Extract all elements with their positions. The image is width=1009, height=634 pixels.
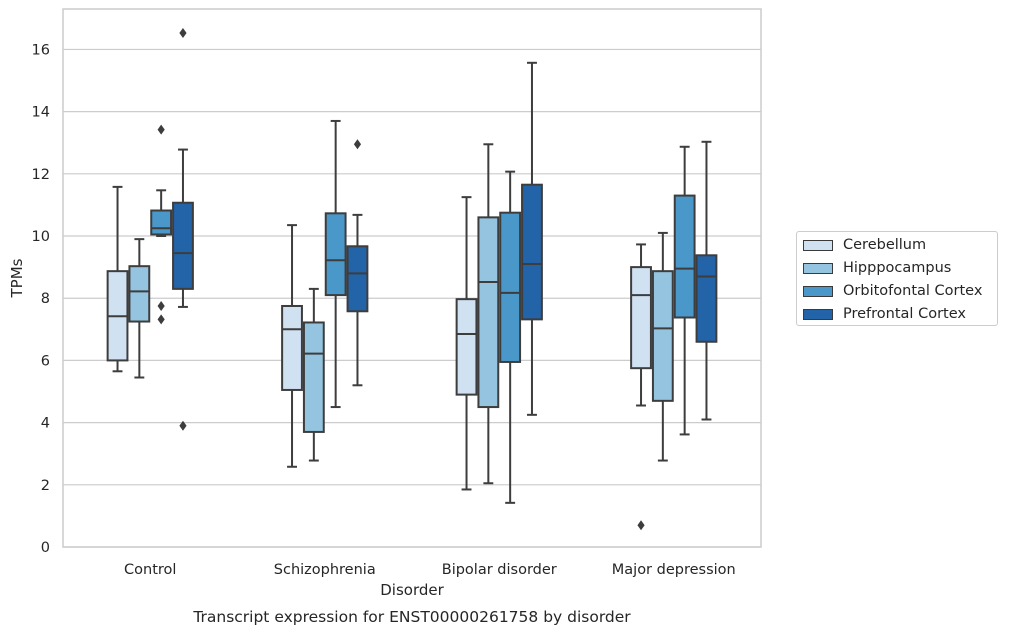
y-axis-ticks: 0 2 4 6 8 10 12 14 16 — [32, 42, 50, 556]
x-tick-label-control: Control — [124, 562, 176, 578]
box-body-orbitofontal-cortex-major-depression — [673, 194, 696, 319]
boxes — [106, 27, 718, 531]
box-body-cerebellum-bipolar-disorder — [455, 298, 478, 396]
box-cerebellum-control — [106, 185, 129, 373]
box-body-prefrontal-cortex-major-depression — [695, 254, 718, 343]
legend-item-prefrontal-cortex: Prefrontal Cortex — [803, 304, 966, 324]
x-tick-label-schizophrenia: Schizophrenia — [274, 562, 376, 578]
legend-label-cerebellum: Cerebellum — [843, 237, 927, 253]
box-orbitofontal-cortex-major-depression — [673, 145, 696, 436]
y-tick-label-16: 16 — [32, 42, 50, 58]
x-axis-ticks: Control Schizophrenia Bipolar disorder Majo… — [124, 562, 736, 578]
box-hipppocampus-control — [128, 238, 151, 379]
y-tick-label-12: 12 — [32, 167, 50, 183]
x-axis-label: Disorder — [380, 581, 444, 599]
legend: Cerebellum Hipppocampus Orbitofontal Cor… — [796, 231, 998, 326]
legend-item-orbitofontal-cortex: Orbitofontal Cortex — [803, 281, 982, 301]
box-orbitofontal-cortex-bipolar-disorder — [499, 170, 522, 504]
legend-label-hipppocampus: Hipppocampus — [843, 260, 952, 276]
outlier-point-prefrontal-cortex-control-1 — [179, 420, 187, 431]
box-body-orbitofontal-cortex-control — [150, 209, 173, 236]
y-tick-label-8: 8 — [41, 291, 50, 307]
box-hipppocampus-schizophrenia — [302, 287, 325, 462]
y-tick-label-2: 2 — [41, 478, 50, 494]
y-tick-label-4: 4 — [41, 416, 50, 432]
box-body-hipppocampus-control — [128, 265, 151, 323]
legend-swatch-prefrontal-cortex — [803, 308, 833, 320]
legend-label-orbitofontal-cortex: Orbitofontal Cortex — [843, 283, 983, 299]
box-hipppocampus-major-depression — [651, 231, 674, 462]
y-tick-label-0: 0 — [41, 540, 50, 556]
legend-swatch-orbitofontal-cortex — [803, 285, 833, 297]
box-body-hipppocampus-bipolar-disorder — [477, 216, 500, 409]
y-axis-label: TPMs — [8, 258, 26, 298]
box-body-hipppocampus-schizophrenia — [302, 321, 325, 433]
box-body-cerebellum-major-depression — [630, 266, 652, 370]
x-tick-label-bipolar-disorder: Bipolar disorder — [442, 562, 557, 578]
box-body-orbitofontal-cortex-bipolar-disorder — [499, 211, 522, 363]
box-orbitofontal-cortex-schizophrenia — [324, 119, 347, 409]
box-body-prefrontal-cortex-control — [172, 201, 194, 290]
box-prefrontal-cortex-major-depression — [695, 140, 718, 421]
box-prefrontal-cortex-schizophrenia — [346, 139, 369, 387]
box-body-hipppocampus-major-depression — [651, 270, 674, 402]
box-body-prefrontal-cortex-bipolar-disorder — [521, 183, 543, 321]
legend-item-hipppocampus: Hipppocampus — [803, 258, 951, 278]
figure-footer-caption: Transcript expression for ENST0000026175… — [192, 608, 631, 626]
box-hipppocampus-bipolar-disorder — [477, 143, 500, 485]
outlier-point-prefrontal-cortex-schizophrenia-0 — [353, 139, 362, 150]
outlier-point-orbitofontal-cortex-control-1 — [157, 300, 165, 311]
legend-item-cerebellum: Cerebellum — [803, 235, 926, 255]
outlier-point-orbitofontal-cortex-control-2 — [157, 314, 165, 325]
outlier-point-prefrontal-cortex-control-0 — [179, 27, 187, 38]
box-body-prefrontal-cortex-schizophrenia — [346, 245, 369, 313]
legend-label-prefrontal-cortex: Prefrontal Cortex — [843, 306, 966, 322]
box-orbitofontal-cortex-control — [150, 124, 173, 325]
box-cerebellum-major-depression — [630, 243, 652, 531]
box-cerebellum-schizophrenia — [281, 224, 303, 468]
box-prefrontal-cortex-control — [172, 27, 194, 431]
legend-swatch-hipppocampus — [803, 262, 833, 274]
outlier-point-cerebellum-major-depression-0 — [637, 520, 645, 531]
box-body-orbitofontal-cortex-schizophrenia — [324, 212, 347, 297]
y-tick-label-14: 14 — [32, 105, 50, 121]
y-tick-label-6: 6 — [41, 353, 50, 369]
box-cerebellum-bipolar-disorder — [455, 196, 478, 491]
plot-area-frame — [62, 8, 762, 548]
y-tick-label-10: 10 — [32, 229, 50, 245]
legend-swatch-cerebellum — [803, 239, 833, 251]
box-prefrontal-cortex-bipolar-disorder — [521, 61, 543, 416]
outlier-point-orbitofontal-cortex-control-0 — [157, 124, 165, 135]
box-body-cerebellum-schizophrenia — [281, 304, 303, 391]
x-tick-label-major-depression: Major depression — [612, 562, 736, 578]
